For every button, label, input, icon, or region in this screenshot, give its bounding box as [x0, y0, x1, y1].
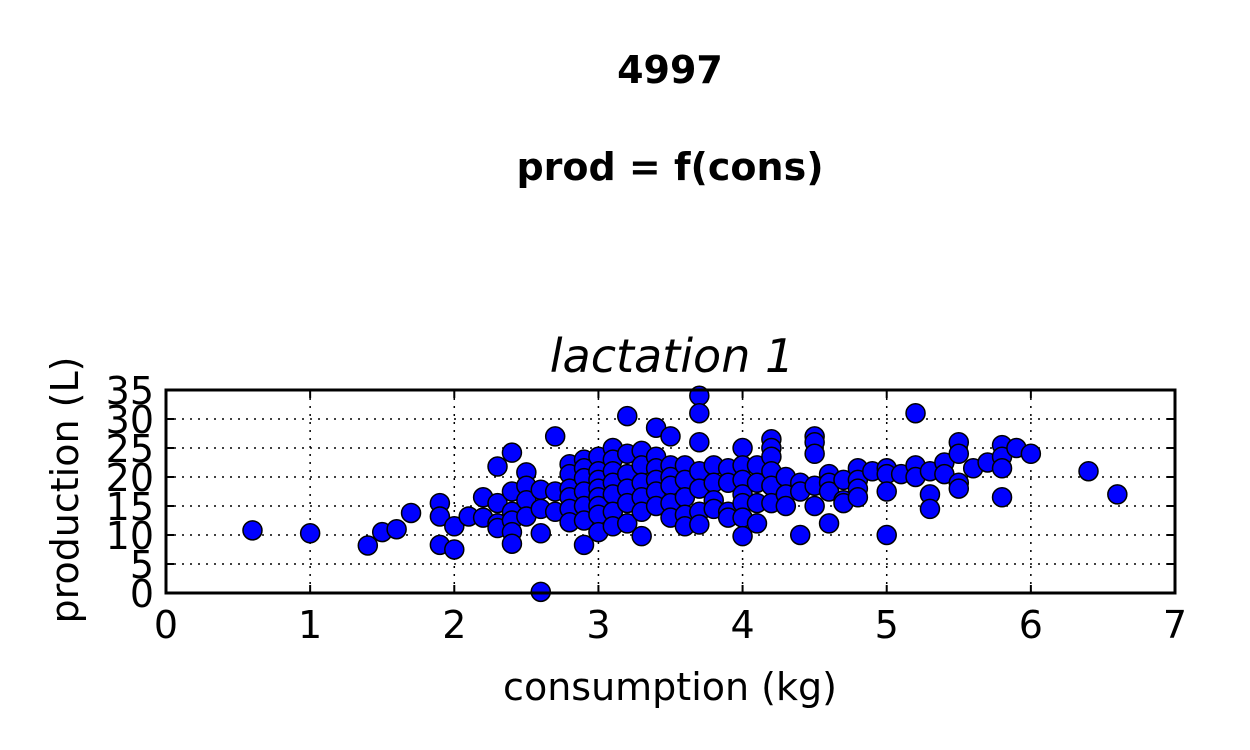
- y-tick-label: 35: [106, 369, 154, 413]
- scatter-point: [573, 534, 595, 556]
- y-tick-label: 30: [106, 398, 154, 442]
- scatter-point: [948, 478, 970, 499]
- scatter-point: [631, 525, 652, 547]
- scatter-point: [991, 487, 1013, 508]
- scatter-point: [689, 431, 710, 453]
- figure-subtitle: prod = f(cons): [516, 145, 824, 189]
- y-tick-label: 25: [106, 427, 154, 471]
- scatter-point: [689, 402, 710, 424]
- scatter-point: [429, 506, 451, 527]
- scatter-point: [1107, 484, 1128, 505]
- data-points: [242, 385, 1128, 603]
- scatter-point: [775, 495, 797, 517]
- scatter-point: [732, 437, 753, 459]
- y-tick-label: 5: [130, 543, 154, 587]
- scatter-point: [400, 502, 422, 524]
- scatter-point: [444, 539, 465, 560]
- x-tick-label: 1: [298, 603, 322, 647]
- scatter-point: [905, 402, 926, 424]
- scatter-point: [660, 426, 681, 447]
- x-tick-label: 7: [1163, 603, 1187, 647]
- x-tick-label: 4: [730, 603, 754, 647]
- x-tick-label: 0: [154, 603, 178, 647]
- scatter-point: [948, 443, 970, 465]
- scatter-point: [689, 514, 710, 535]
- x-tick-label: 6: [1019, 603, 1043, 647]
- scatter-point: [1078, 460, 1099, 482]
- scatter-point: [386, 518, 407, 540]
- scatter-point: [789, 524, 811, 546]
- y-tick-label: 0: [130, 572, 154, 616]
- scatter-point: [501, 442, 523, 463]
- scatter-point: [530, 523, 552, 544]
- x-tick-label: 2: [442, 603, 466, 647]
- scatter-point: [299, 523, 321, 544]
- y-tick-label: 20: [106, 456, 154, 500]
- scatter-point: [544, 426, 566, 447]
- scatter-point: [991, 458, 1013, 479]
- scatter-point: [804, 443, 825, 465]
- scatter-point: [818, 513, 840, 534]
- scatter-point: [804, 495, 825, 517]
- scatter-point: [1020, 443, 1042, 465]
- scatter-point: [876, 524, 897, 546]
- x-tick-label: 5: [875, 603, 899, 647]
- scatter-point: [732, 525, 753, 547]
- x-tick-label: 3: [586, 603, 610, 647]
- scatter-point: [847, 487, 869, 508]
- plot-area-frame: [164, 388, 1177, 595]
- scatter-point: [746, 513, 768, 534]
- scatter-point: [242, 520, 263, 541]
- y-tick-label: 10: [106, 514, 154, 558]
- chart-title: lactation 1: [550, 329, 795, 383]
- scatter-point: [487, 456, 508, 477]
- scatter-point: [444, 516, 465, 537]
- scatter-point: [876, 481, 897, 502]
- scatter-point: [617, 405, 638, 427]
- scatter-point: [919, 498, 941, 520]
- y-tick-label: 15: [106, 485, 154, 529]
- x-axis-label: consumption (kg): [503, 665, 837, 709]
- figure-title: 4997: [617, 48, 723, 92]
- y-axis-label: production (L): [43, 357, 87, 624]
- scatter-point: [357, 535, 379, 556]
- scatter-point: [501, 533, 523, 554]
- scatter-point: [617, 513, 638, 534]
